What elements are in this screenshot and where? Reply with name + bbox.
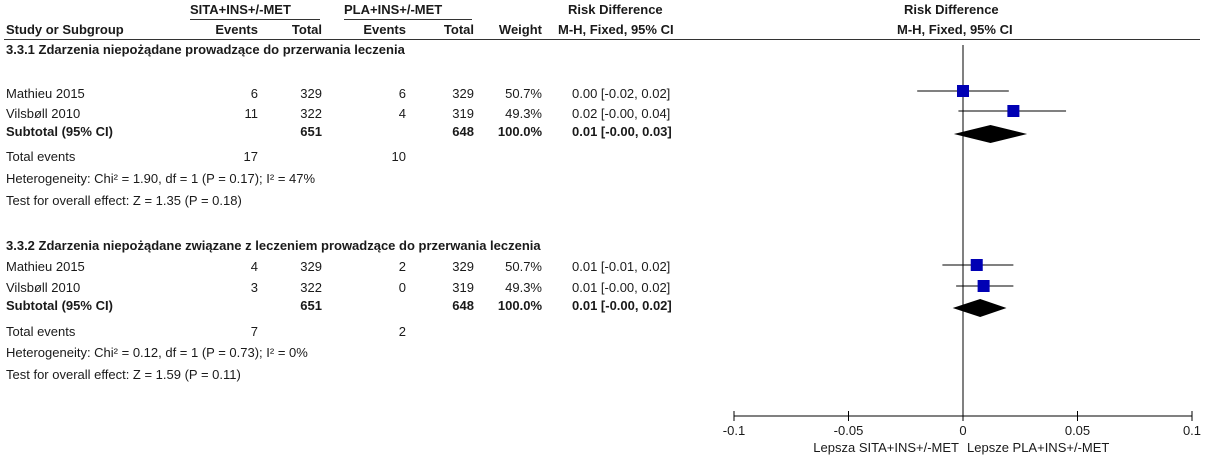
subtotal-label: Subtotal (95% CI) [6, 298, 113, 313]
total-events1: 17 [243, 149, 258, 164]
subtotal-total1: 651 [300, 124, 322, 139]
subtotal-ci: 0.01 [-0.00, 0.02] [572, 298, 672, 313]
study-name: Mathieu 2015 [6, 86, 85, 101]
overall-effect-text: Test for overall effect: Z = 1.59 (P = 0… [6, 367, 241, 382]
total2-cell: 329 [452, 86, 474, 101]
rd-left-sub: M-H, Fixed, 95% CI [558, 22, 674, 37]
events1-cell: 6 [250, 86, 258, 101]
subtotal-weight: 100.0% [497, 124, 542, 139]
total-events-label: Total events [6, 324, 76, 339]
weight-cell: 50.7% [505, 259, 542, 274]
group2-header: PLA+INS+/-MET [344, 2, 443, 17]
heterogeneity-text: Heterogeneity: Chi² = 0.12, df = 1 (P = … [6, 345, 308, 360]
total1-cell: 322 [300, 280, 322, 295]
subtotal-diamond [953, 125, 1028, 143]
study-name: Vilsbøll 2010 [6, 280, 81, 295]
group1-underline [190, 19, 320, 20]
study-marker [970, 259, 983, 271]
events2-cell: 4 [398, 106, 406, 121]
x-tick-label: 0.1 [1183, 423, 1201, 438]
total1-cell: 329 [300, 259, 322, 274]
weight-header: Weight [498, 22, 542, 37]
study-marker [977, 280, 990, 292]
overall-effect-text: Test for overall effect: Z = 1.35 (P = 0… [6, 193, 242, 208]
subtotal-label: Subtotal (95% CI) [6, 124, 113, 139]
x-tick-label: 0.05 [1065, 423, 1090, 438]
heterogeneity-text: Heterogeneity: Chi² = 1.90, df = 1 (P = … [6, 171, 316, 186]
x-label-right: Lepsze PLA+INS+/-MET [967, 440, 1109, 455]
events1-cell: 11 [244, 106, 259, 121]
events1-cell: 4 [250, 259, 258, 274]
study-name: Mathieu 2015 [6, 259, 85, 274]
x-tick-label: -0.1 [723, 423, 745, 438]
total-events2: 2 [398, 324, 406, 339]
subtotal-total1: 651 [300, 298, 322, 313]
total2-header: Total [443, 22, 474, 37]
total1-cell: 322 [300, 106, 322, 121]
ci-cell: 0.01 [-0.01, 0.02] [572, 259, 671, 274]
rd-right-sub: M-H, Fixed, 95% CI [897, 22, 1013, 37]
events1-header: Events [215, 22, 258, 37]
subtotal-ci: 0.01 [-0.00, 0.03] [572, 124, 672, 139]
x-label-left: Lepsza SITA+INS+/-MET [813, 440, 959, 455]
events2-cell: 2 [398, 259, 406, 274]
x-tick-label: -0.05 [834, 423, 864, 438]
weight-cell: 50.7% [505, 86, 542, 101]
study-name: Vilsbøll 2010 [6, 106, 81, 121]
total-events1: 7 [250, 324, 258, 339]
ci-cell: 0.02 [-0.00, 0.04] [572, 106, 671, 121]
group1-header: SITA+INS+/-MET [190, 2, 291, 17]
events2-header: Events [363, 22, 406, 37]
subtotal-total2: 648 [452, 298, 474, 313]
subtotal-weight: 100.0% [497, 298, 542, 313]
subtotal-total2: 648 [452, 124, 474, 139]
ci-cell: 0.01 [-0.00, 0.02] [572, 280, 671, 295]
total2-cell: 319 [452, 106, 474, 121]
study-col-header: Study or Subgroup [6, 22, 124, 37]
ci-cell: 0.00 [-0.02, 0.02] [572, 86, 671, 101]
rd-right-title: Risk Difference [904, 2, 999, 17]
events2-cell: 6 [398, 86, 406, 101]
total-events2: 10 [391, 149, 406, 164]
group2-underline [344, 19, 472, 20]
header-rule [4, 39, 1200, 40]
weight-cell: 49.3% [505, 106, 542, 121]
total2-cell: 319 [452, 280, 474, 295]
total2-cell: 329 [452, 259, 474, 274]
rd-left-title: Risk Difference [568, 2, 663, 17]
x-tick-label: 0 [959, 423, 966, 438]
total-events-label: Total events [6, 149, 76, 164]
study-marker [957, 85, 969, 97]
study-marker [1007, 105, 1020, 117]
total1-header: Total [291, 22, 322, 37]
weight-cell: 49.3% [505, 280, 542, 295]
subtotal-diamond [952, 299, 1007, 317]
events2-cell: 0 [398, 280, 406, 295]
events1-cell: 3 [250, 280, 258, 295]
subgroup-title: 3.3.1 Zdarzenia niepożądane prowadzące d… [6, 42, 405, 57]
total1-cell: 329 [300, 86, 322, 101]
subgroup-title: 3.3.2 Zdarzenia niepożądane związane z l… [6, 238, 541, 253]
